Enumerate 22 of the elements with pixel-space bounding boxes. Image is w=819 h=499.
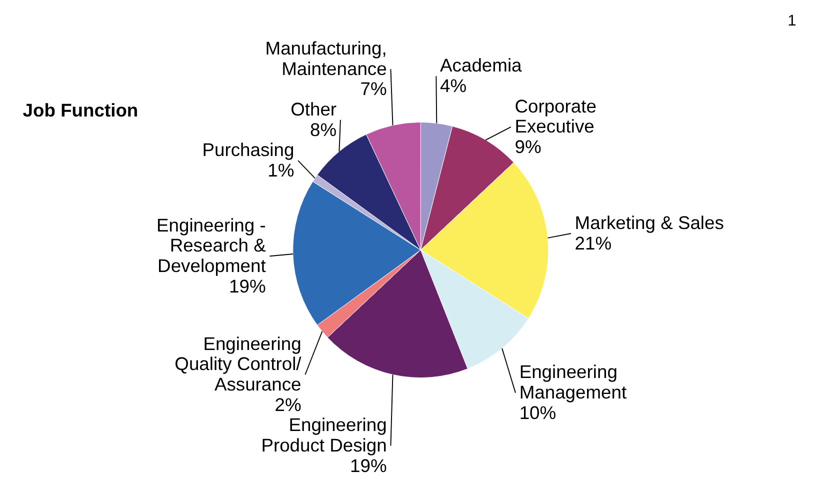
data-label: 7% [360, 78, 387, 100]
slice-label: Other [290, 98, 337, 120]
data-label: 4% [440, 75, 467, 96]
data-label: 21% [574, 232, 612, 254]
slice-label: Engineering Management [519, 361, 627, 402]
slice-label: Academia [440, 54, 523, 76]
slice-label: Purchasing [202, 139, 294, 160]
text: Job Function [22, 99, 138, 120]
data-label: 10% [519, 402, 556, 423]
data-label: 9% [514, 136, 542, 158]
data-label: 19% [229, 275, 266, 296]
data-label: 2% [274, 394, 302, 415]
data-label: 8% [310, 118, 337, 140]
text: 1 [788, 12, 796, 30]
slice-label: Engineering Product Design [261, 414, 387, 456]
slice-label: Engineering - Research & Development [156, 214, 266, 276]
slice-label: Marketing & Sales [574, 212, 724, 234]
slice-label: Engineering Quality Control/ Assurance [174, 332, 302, 394]
data-label: 1% [268, 159, 294, 180]
slice-label: Corporate Executive [514, 95, 596, 137]
data-label: 19% [350, 454, 387, 476]
slice-label: Manufacturing, Maintenance [265, 37, 387, 79]
